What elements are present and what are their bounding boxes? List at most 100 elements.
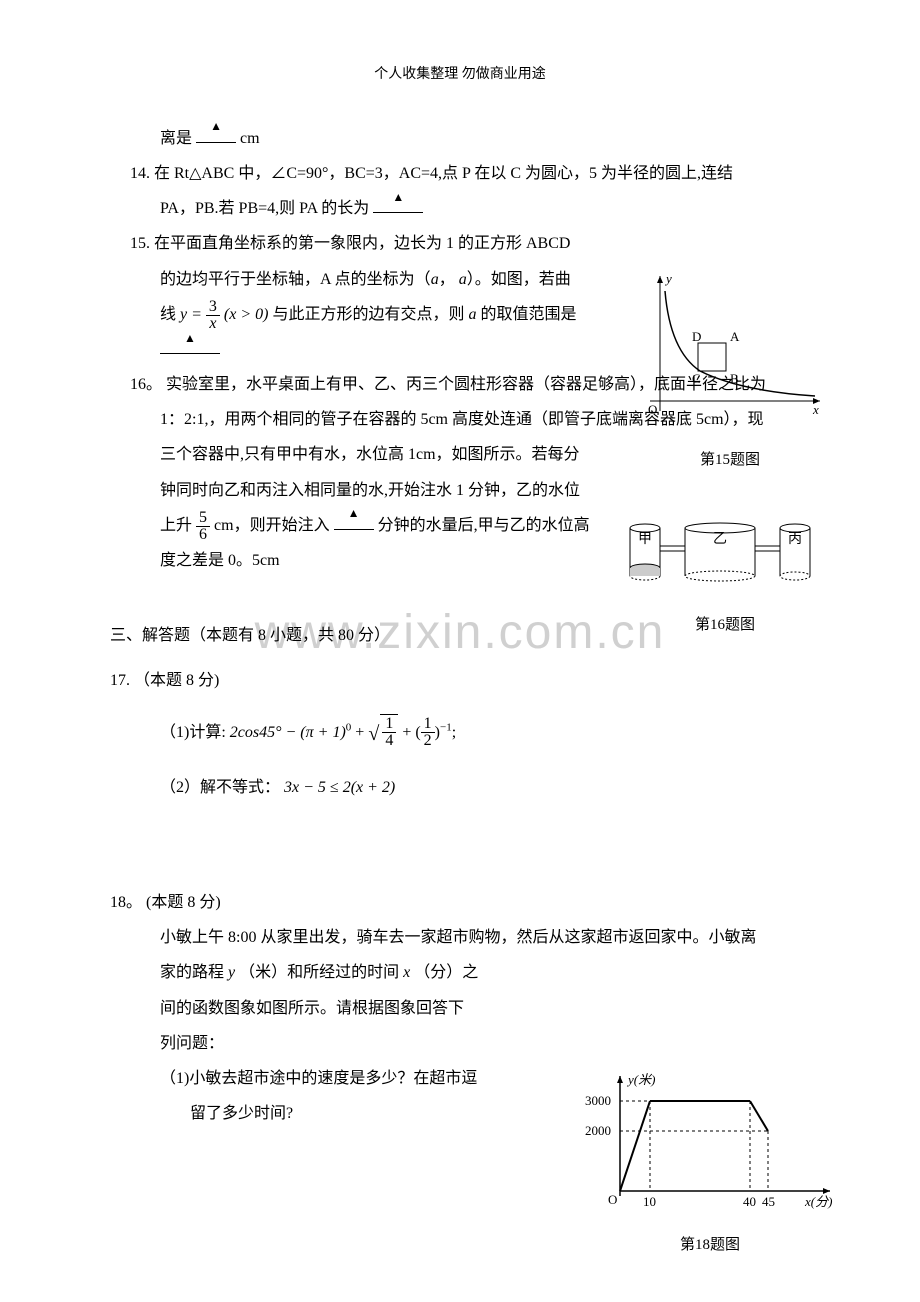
q16-text6: 度之差是 0。5cm — [160, 552, 280, 569]
q18-text2b: （米）和所经过的时间 — [235, 964, 403, 981]
q18-text6: 留了多少时间? — [190, 1105, 293, 1122]
q13-text: 离是 — [160, 130, 192, 147]
q18-title: 18。 (本题 8 分) — [110, 885, 840, 920]
q18-text2: 家的路程 — [160, 964, 228, 981]
q15-frac-num: 3 — [206, 299, 220, 316]
q16-line4: 钟同时向乙和丙注入相同量的水,开始注水 1 分钟，乙的水位 — [160, 473, 590, 508]
q17-half-frac: 1 2 — [421, 716, 435, 749]
q16-line1: 16。 实验室里，水平桌面上有甲、乙、丙三个圆柱形容器（容器足够高），底面半径之… — [130, 367, 840, 402]
q14-blank — [373, 195, 423, 213]
q18-line6: 留了多少时间? — [190, 1096, 560, 1131]
q15-text2b: ， — [439, 271, 455, 288]
svg-text:2000: 2000 — [585, 1123, 611, 1138]
figure-15: D A C B O x y 第15题图 — [630, 271, 830, 431]
q15-text3c: 的取值范围是 — [477, 306, 577, 323]
q16-text1: 实验室里，水平桌面上有甲、乙、丙三个圆柱形容器（容器足够高），底面半径之比为 — [166, 376, 766, 393]
svg-text:3000: 3000 — [585, 1093, 611, 1108]
q17-expr1: 2cos45° − (π + 1) — [230, 724, 346, 741]
q18-text1: 小敏上午 8:00 从家里出发，骑车去一家超市购物，然后从这家超市返回家中。小敏… — [160, 929, 756, 946]
q17-sqrt-frac: 1 4 — [382, 716, 396, 749]
q18-num: 18。 — [110, 894, 142, 911]
q18-text2c: （分）之 — [410, 964, 478, 981]
q16-num: 16。 — [130, 376, 162, 393]
page-header: 个人收集整理 勿做商业用途 — [80, 60, 840, 91]
q17-half-num: 1 — [421, 716, 435, 733]
q16-line5: 上升 5 6 cm，则开始注入 分钟的水量后,甲与乙的水位高 — [160, 508, 590, 543]
q17-sqrt: 1 4 — [368, 714, 398, 750]
svg-text:45: 45 — [762, 1194, 775, 1209]
svg-text:丙: 丙 — [788, 532, 802, 547]
q15-text1: 在平面直角坐标系的第一象限内，边长为 1 的正方形 ABCD — [154, 235, 570, 252]
q16-blank — [334, 512, 374, 530]
svg-text:O: O — [648, 402, 657, 417]
q15-text3a: 线 — [160, 306, 180, 323]
q13-tail: 离是 cm — [160, 121, 840, 156]
fig15-svg: D A C B O x y — [630, 271, 830, 431]
q18-line5: （1)小敏去超市途中的速度是多少？在超市逗 — [160, 1061, 530, 1096]
q15-line1: 15. 在平面直角坐标系的第一象限内，边长为 1 的正方形 ABCD — [130, 226, 630, 261]
q17-half-den: 2 — [421, 733, 435, 749]
fig16-svg: 甲 乙 丙 — [620, 516, 830, 596]
q17-sqrt-num: 1 — [382, 716, 396, 733]
svg-text:40: 40 — [743, 1194, 756, 1209]
q16-frac-num: 5 — [196, 510, 210, 527]
q17-part1: （1)计算: 2cos45° − (π + 1)0 + 1 4 + ( 1 2 … — [160, 714, 840, 750]
fig16-caption: 第16题图 — [620, 609, 830, 642]
q14-text1: 在 Rt△ABC 中，∠C=90°，BC=3，AC=4,点 P 在以 C 为圆心… — [154, 165, 733, 182]
q15-a1: a — [431, 271, 439, 288]
svg-text:y: y — [664, 271, 672, 286]
q16-text5b: cm，则开始注入 — [214, 517, 330, 534]
q16-text5a: 上升 — [160, 517, 192, 534]
q16-text3: 三个容器中,只有甲中有水，水位高 1cm，如图所示。若每分 — [160, 446, 580, 463]
q17-part2: （2）解不等式： 3x − 5 ≤ 2(x + 2) — [160, 770, 840, 805]
q15-frac-den: x — [206, 316, 220, 332]
q16-line3: 三个容器中,只有甲中有水，水位高 1cm，如图所示。若每分 — [160, 437, 590, 472]
q15-yeq: y = — [180, 306, 206, 323]
figure-16: 甲 乙 丙 第16题图 — [620, 516, 830, 626]
q14-line1: 14. 在 Rt△ABC 中，∠C=90°，BC=3，AC=4,点 P 在以 C… — [130, 156, 840, 191]
q17-num: 17. — [110, 672, 130, 689]
q15-text2c: ）。如图，若曲 — [467, 271, 571, 288]
q15-a3: a — [469, 306, 477, 323]
q18-text3: 间的函数图象如图所示。请根据图象回答下 — [160, 1000, 464, 1017]
svg-text:乙: 乙 — [713, 531, 727, 547]
q16-frac: 5 6 — [196, 510, 210, 543]
q17-title: 17. （本题 8 分) — [110, 663, 840, 698]
q15-blank — [160, 336, 220, 354]
q18-text4: 列问题： — [160, 1035, 224, 1052]
svg-text:D: D — [692, 329, 701, 344]
content-body: 离是 cm 14. 在 Rt△ABC 中，∠C=90°，BC=3，AC=4,点 … — [80, 121, 840, 1132]
svg-text:x: x — [812, 402, 819, 417]
q15-num: 15. — [130, 235, 150, 252]
svg-text:y(米): y(米) — [626, 1072, 655, 1087]
q17-semi: ; — [452, 724, 456, 741]
q18-text5: （1)小敏去超市途中的速度是多少？在超市逗 — [160, 1070, 477, 1087]
q15-frac: 3 x — [206, 299, 220, 332]
q18-line1: 小敏上午 8:00 从家里出发，骑车去一家超市购物，然后从这家超市返回家中。小敏… — [160, 920, 840, 955]
q17-ineq: 3x − 5 ≤ 2(x + 2) — [284, 779, 395, 796]
q14-line2: PA，PB.若 PB=4,则 PA 的长为 — [160, 191, 840, 226]
q15-text3b: 与此正方形的边有交点，则 — [272, 306, 468, 323]
q18-title-text: (本题 8 分) — [146, 894, 221, 911]
q13-unit: cm — [240, 130, 260, 147]
q15-line2: 的边均平行于坐标轴，A 点的坐标为（a， a）。如图，若曲 — [160, 262, 640, 297]
svg-text:O: O — [608, 1192, 617, 1207]
q18-line4: 列问题： — [160, 1026, 530, 1061]
q14-num: 14. — [130, 165, 150, 182]
fig15-caption: 第15题图 — [630, 444, 830, 477]
q15-text2: 的边均平行于坐标轴，A 点的坐标为（ — [160, 271, 431, 288]
q17-sup0: 0 — [346, 721, 352, 733]
q16-text4: 钟同时向乙和丙注入相同量的水,开始注水 1 分钟，乙的水位 — [160, 482, 580, 499]
q13-blank — [196, 125, 236, 143]
q18-line2: 家的路程 y （米）和所经过的时间 x （分）之 — [160, 955, 530, 990]
q18-line3: 间的函数图象如图所示。请根据图象回答下 — [160, 991, 530, 1026]
svg-text:A: A — [730, 329, 740, 344]
q15-line3: 线 y = 3 x (x > 0) 与此正方形的边有交点，则 a 的取值范围是 — [160, 297, 640, 332]
q17-sqrt-den: 4 — [382, 733, 396, 749]
fig18-svg: 3000 2000 10 40 45 O y(米) x(分) — [580, 1066, 840, 1216]
figure-18: 3000 2000 10 40 45 O y(米) x(分) 第18题图 — [580, 1066, 840, 1246]
svg-text:甲: 甲 — [638, 532, 652, 547]
q17-plus: + — [355, 724, 368, 741]
q16-frac-den: 6 — [196, 527, 210, 543]
q16-text5c: 分钟的水量后,甲与乙的水位高 — [378, 517, 590, 534]
